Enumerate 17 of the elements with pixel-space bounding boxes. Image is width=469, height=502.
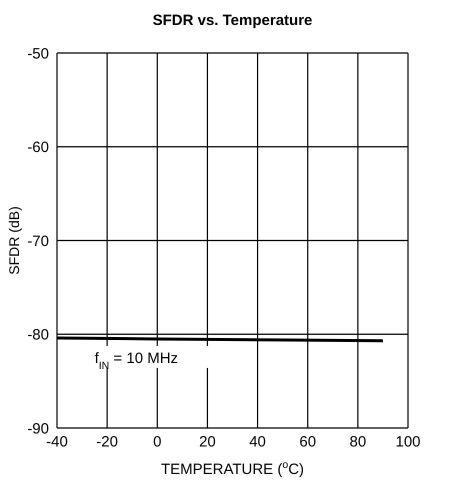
x-tick-label: 100 (395, 434, 421, 451)
x-tick-label: 40 (249, 434, 266, 451)
x-tick-label: 60 (299, 434, 316, 451)
x-tick-label: 20 (199, 434, 216, 451)
y-tick-label: -60 (27, 139, 49, 156)
y-tick-label: -80 (27, 326, 49, 344)
y-tick-label: -70 (27, 232, 49, 250)
y-tick-label: -50 (27, 45, 49, 62)
annotation: f$_{IN}$ = 10 MHz (94, 350, 178, 372)
chart-title: SFDR vs. Temperature (152, 12, 314, 29)
x-tick-label: 80 (350, 434, 366, 451)
x-axis-title: TEMPERATURE ($^{o}$C) (160, 459, 304, 478)
y-axis-title: SFDR (dB) (6, 206, 22, 275)
y-tick-label: -90 (27, 420, 49, 438)
x-tick-label: -20 (96, 434, 118, 451)
x-tick-label: -40 (46, 434, 68, 451)
x-tick-label: 0 (153, 434, 162, 451)
